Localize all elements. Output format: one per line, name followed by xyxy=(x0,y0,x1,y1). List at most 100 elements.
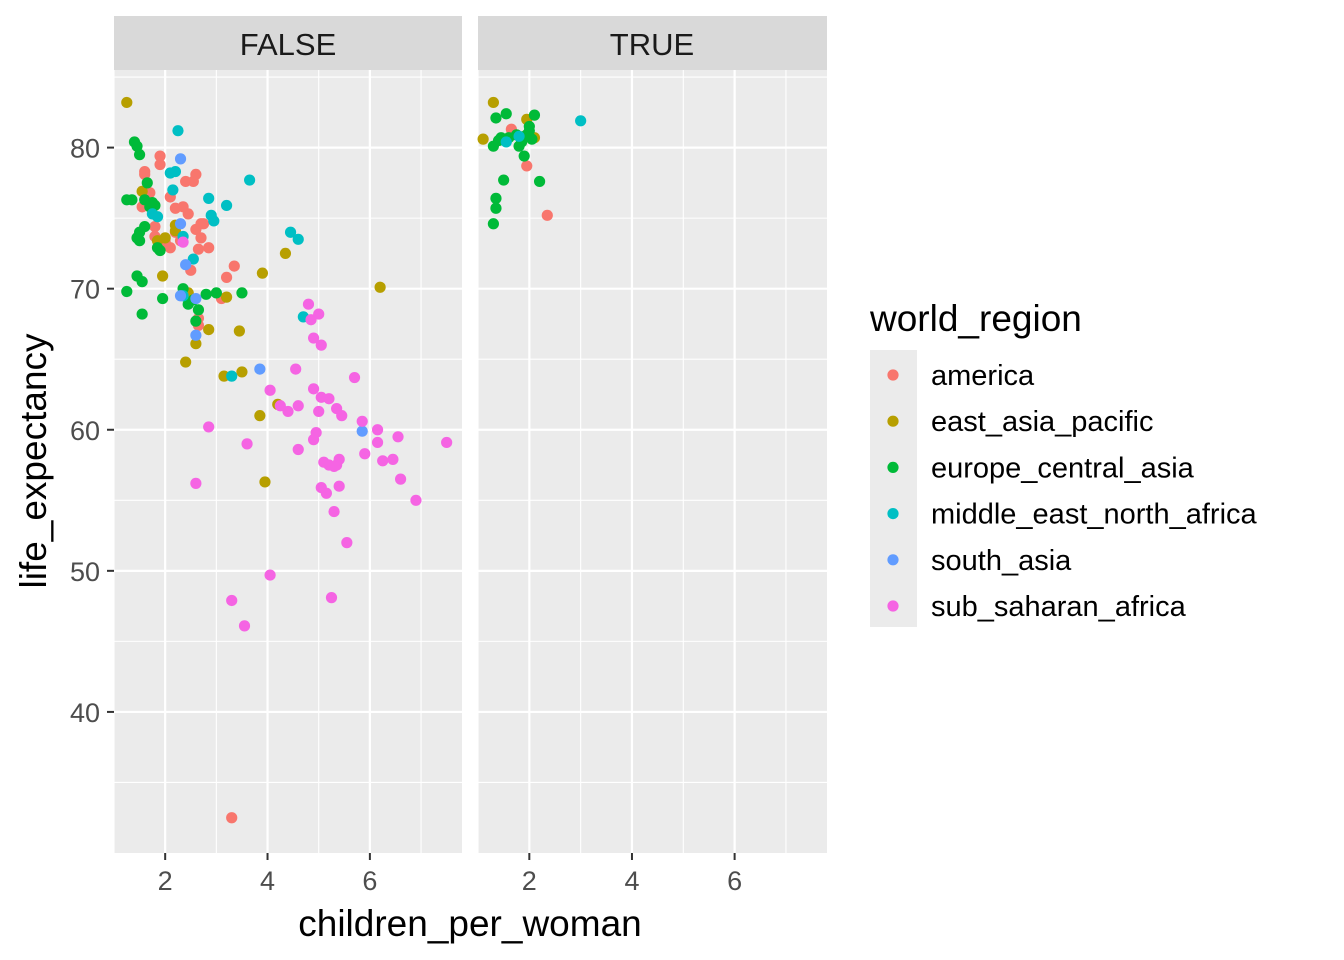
point-sub_saharan_africa xyxy=(356,415,368,427)
point-sub_saharan_africa xyxy=(313,405,325,418)
x-tick-label: 2 xyxy=(522,866,537,896)
legend-key-sub_saharan_africa xyxy=(887,600,899,612)
point-america xyxy=(203,242,215,254)
point-middle_east_north_africa xyxy=(187,253,199,265)
point-sub_saharan_africa xyxy=(371,424,384,436)
point-america xyxy=(228,260,240,272)
point-sub_saharan_africa xyxy=(264,569,276,581)
point-east_asia_pacific xyxy=(218,370,230,382)
point-east_asia_pacific xyxy=(220,291,233,303)
strip-false xyxy=(114,16,462,70)
point-south_asia xyxy=(174,153,187,165)
point-south_asia xyxy=(254,363,266,375)
point-east_asia_pacific xyxy=(279,247,292,260)
point-sub_saharan_africa xyxy=(359,448,371,460)
point-europe_central_asia xyxy=(190,315,202,327)
point-middle_east_north_africa xyxy=(244,174,256,186)
point-sub_saharan_africa xyxy=(307,383,320,395)
point-sub_saharan_africa xyxy=(320,487,332,499)
legend-key-europe_central_asia xyxy=(887,461,899,473)
x-tick-label: 6 xyxy=(362,866,377,896)
point-sub_saharan_africa xyxy=(310,426,322,439)
legend-key-east_asia_pacific xyxy=(887,415,899,427)
point-america xyxy=(541,209,553,221)
point-europe_central_asia xyxy=(200,288,212,300)
point-america xyxy=(192,243,205,255)
strip-label-true: TRUE xyxy=(610,27,694,62)
point-sub_saharan_africa xyxy=(328,505,340,518)
point-east_asia_pacific xyxy=(190,338,202,350)
x-tick-label: 4 xyxy=(624,866,639,896)
point-america xyxy=(190,168,202,180)
point-sub_saharan_africa xyxy=(238,620,251,632)
point-america xyxy=(220,271,233,283)
data-points xyxy=(121,96,587,824)
panel-true-background xyxy=(478,70,827,853)
legend-key-america xyxy=(887,369,899,381)
point-sub_saharan_africa xyxy=(302,298,315,310)
point-east_asia_pacific xyxy=(136,185,148,197)
point-east_asia_pacific xyxy=(203,323,215,336)
legend-title: world_region xyxy=(869,298,1082,339)
point-middle_east_north_africa xyxy=(513,130,525,142)
y-tick-label: 60 xyxy=(70,416,100,446)
legend-label-east_asia_pacific: east_asia_pacific xyxy=(931,406,1153,438)
point-europe_central_asia xyxy=(141,177,153,189)
point-europe_central_asia xyxy=(121,285,133,298)
point-europe_central_asia xyxy=(487,218,499,230)
legend-label-europe_central_asia: europe_central_asia xyxy=(931,452,1195,484)
point-europe_central_asia xyxy=(136,308,148,320)
point-sub_saharan_africa xyxy=(315,391,327,403)
point-america xyxy=(521,160,533,172)
point-middle_east_north_africa xyxy=(575,115,587,127)
legend-key-background xyxy=(870,350,917,627)
point-europe_central_asia xyxy=(157,292,169,305)
point-east_asia_pacific xyxy=(254,410,266,422)
point-sub_saharan_africa xyxy=(410,494,422,506)
point-sub_saharan_africa xyxy=(371,436,384,449)
x-tick-label: 4 xyxy=(260,866,275,896)
point-sub_saharan_africa xyxy=(341,537,353,549)
point-sub_saharan_africa xyxy=(394,473,407,485)
point-sub_saharan_africa xyxy=(336,410,348,422)
point-europe_central_asia xyxy=(139,221,151,233)
point-middle_east_north_africa xyxy=(167,184,179,196)
point-america xyxy=(197,218,210,230)
point-europe_central_asia xyxy=(136,276,148,288)
point-middle_east_north_africa xyxy=(208,215,220,227)
point-middle_east_north_africa xyxy=(203,192,215,204)
point-europe_central_asia xyxy=(490,202,502,214)
point-america xyxy=(154,158,166,171)
point-east_asia_pacific xyxy=(259,476,271,488)
point-america xyxy=(182,208,194,220)
point-sub_saharan_africa xyxy=(292,400,304,412)
point-america xyxy=(180,175,192,188)
legend-label-south_asia: south_asia xyxy=(931,545,1072,577)
point-europe_central_asia xyxy=(518,150,530,162)
point-sub_saharan_africa xyxy=(328,460,340,473)
point-europe_central_asia xyxy=(133,149,146,161)
point-europe_central_asia xyxy=(236,287,248,299)
point-east_asia_pacific xyxy=(157,270,169,282)
point-middle_east_north_africa xyxy=(292,233,304,245)
point-sub_saharan_africa xyxy=(203,421,215,433)
point-sub_saharan_africa xyxy=(190,477,202,489)
strip-true xyxy=(478,16,827,70)
point-middle_east_north_africa xyxy=(220,199,233,212)
y-axis-title: life_expectancy xyxy=(13,333,54,589)
point-europe_central_asia xyxy=(500,108,512,120)
point-east_asia_pacific xyxy=(236,366,248,378)
point-europe_central_asia xyxy=(126,194,138,206)
point-east_asia_pacific xyxy=(487,96,499,109)
point-south_asia xyxy=(180,259,192,271)
legend-label-america: america xyxy=(931,360,1035,392)
point-europe_central_asia xyxy=(149,199,161,212)
point-middle_east_north_africa xyxy=(284,226,297,238)
point-east_asia_pacific xyxy=(233,325,245,337)
x-tick-label: 2 xyxy=(158,866,173,896)
point-america xyxy=(149,221,161,233)
point-sub_saharan_africa xyxy=(290,363,302,375)
point-sub_saharan_africa xyxy=(264,384,276,396)
x-axis-title: children_per_woman xyxy=(298,903,641,944)
point-america xyxy=(164,242,176,254)
